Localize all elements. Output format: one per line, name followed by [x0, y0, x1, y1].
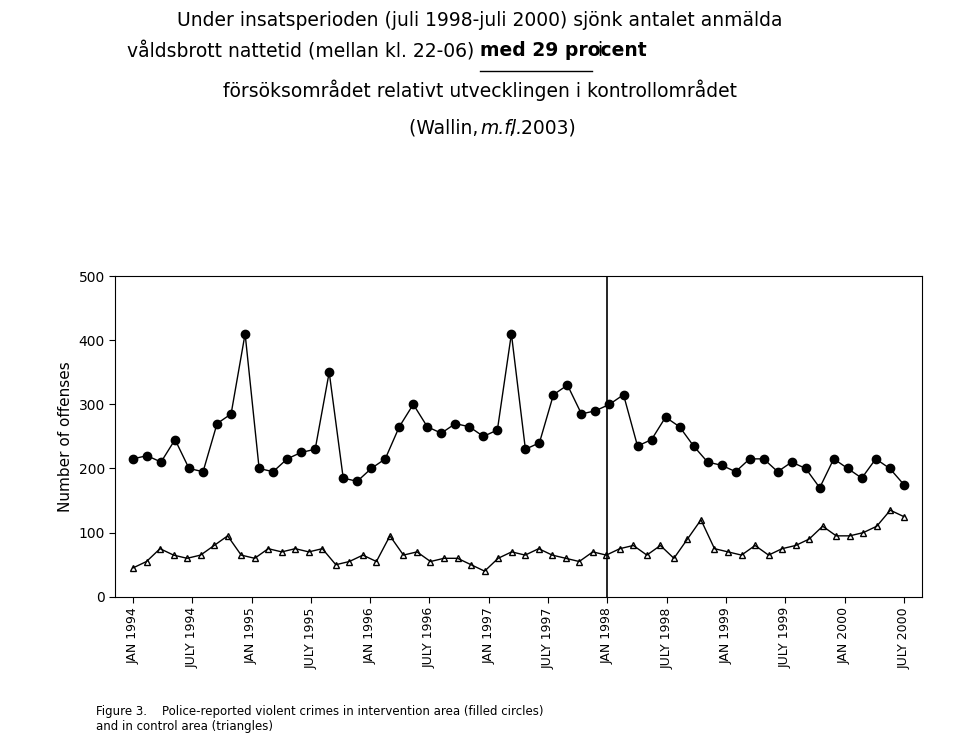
Text: med 29 procent: med 29 procent	[480, 41, 647, 60]
Text: m.fl.: m.fl.	[481, 119, 523, 137]
Y-axis label: Number of offenses: Number of offenses	[58, 361, 73, 512]
Text: , 2003): , 2003)	[510, 119, 576, 137]
Text: våldsbrott nattetid (mellan kl. 22-06): våldsbrott nattetid (mellan kl. 22-06)	[127, 41, 480, 61]
Text: försöksområdet relativt utvecklingen i kontrollområdet: försöksområdet relativt utvecklingen i k…	[223, 80, 737, 101]
Text: (Wallin,: (Wallin,	[409, 119, 484, 137]
Text: Under insatsperioden (juli 1998-juli 2000) sjönk antalet anmälda: Under insatsperioden (juli 1998-juli 200…	[178, 11, 782, 30]
Text: Figure 3.    Police-reported violent crimes in intervention area (filled circles: Figure 3. Police-reported violent crimes…	[96, 705, 543, 733]
Text: i: i	[591, 41, 603, 60]
